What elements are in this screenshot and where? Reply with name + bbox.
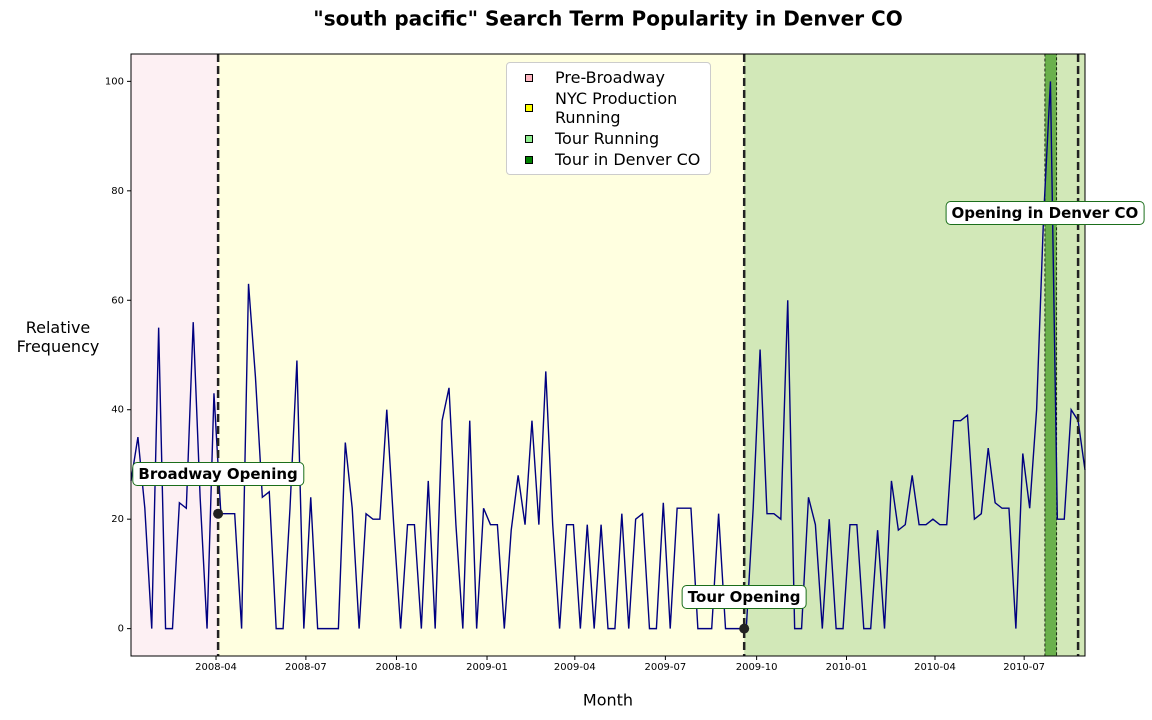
x-tick-label: 2008-07: [285, 662, 327, 673]
x-tick-label: 2010-01: [826, 662, 868, 673]
y-tick-label: 60: [111, 295, 124, 306]
annotation-label: Opening in Denver CO: [945, 200, 1145, 225]
annotation-label: Broadway Opening: [132, 461, 304, 486]
y-tick-label: 40: [111, 405, 124, 416]
x-tick-label: 2010-07: [1003, 662, 1045, 673]
annotation-point: [739, 623, 750, 634]
legend-label: Pre-Broadway: [555, 68, 665, 87]
x-axis-label: Month: [583, 691, 633, 710]
plot-frame: [130, 53, 1086, 657]
legend-item: Pre-Broadway: [507, 68, 710, 87]
legend: Pre-Broadway NYC Production Running Tour R…: [506, 62, 711, 175]
y-tick-label: 80: [111, 186, 124, 197]
annotation-point: [213, 508, 224, 519]
y-tick-label: 0: [118, 624, 124, 635]
legend-swatch: [525, 155, 533, 164]
x-tick-label: 2010-04: [914, 662, 956, 673]
x-tick-label: 2009-01: [466, 662, 508, 673]
region: [131, 54, 219, 656]
x-tick-label: 2009-10: [736, 662, 778, 673]
legend-swatch: [525, 134, 533, 143]
annotation-label: Tour Opening: [681, 584, 807, 609]
legend-item: NYC Production Running: [507, 89, 710, 127]
legend-label: Tour Running: [555, 129, 660, 148]
chart-title: "south pacific" Search Term Popularity i…: [313, 7, 902, 31]
legend-item: Tour in Denver CO: [507, 150, 710, 169]
x-tick-label: 2009-04: [554, 662, 596, 673]
data-line: [130, 81, 1086, 630]
x-tick-label: 2009-07: [644, 662, 686, 673]
legend-label: Tour in Denver CO: [555, 150, 701, 169]
x-tick-label: 2008-10: [376, 662, 418, 673]
y-axis-label: Relative Frequency: [16, 318, 100, 356]
legend-label: NYC Production Running: [555, 89, 678, 127]
legend-swatch: [525, 104, 533, 112]
legend-item: Tour Running: [507, 129, 710, 148]
y-tick-label: 100: [105, 76, 124, 87]
legend-swatch: [525, 73, 533, 82]
x-tick-label: 2008-04: [195, 662, 237, 673]
y-tick-label: 20: [111, 514, 124, 525]
region: [744, 54, 1085, 656]
